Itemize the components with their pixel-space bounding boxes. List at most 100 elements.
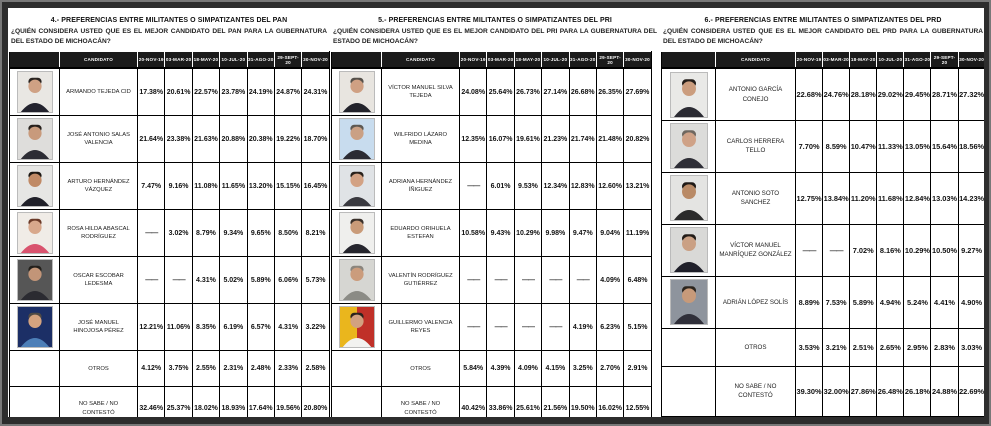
poll-value-cell: 9.04% [595,209,625,258]
table-row: GUILLERMO VALENCIA REYES —— —— —— —— 4.19% 6.2… [331,303,652,352]
person-silhouette-icon [20,78,49,113]
photo-cell [331,162,382,211]
poll-value-cell: 12.83% [568,162,597,211]
photo-column-header [661,51,716,70]
poll-value-cell: 11.19% [623,209,652,258]
candidate-name: VÍCTOR MANUEL MANRÍQUEZ GONZÁLEZ [715,223,796,277]
date-column-header: 30-NOV-20 [301,51,330,70]
poll-value-cell: 2.70% [595,350,625,388]
poll-table: CANDIDATO 20-NOV-19 03-MAR-20 18-MAY-20 10-J… [9,51,330,417]
poll-value-cell: —— [822,223,851,277]
prd-table-title: 6.- PREFERENCIAS ENTRE MILITANTES O SIMP… [704,17,942,24]
table-row: VÍCTOR MANUEL MANRÍQUEZ GONZÁLEZ —— —— 7.02… [661,223,984,277]
poll-value-cell: 11.65% [219,162,248,211]
date-column-header: 20-NOV-19 [136,51,166,70]
photo-cell [9,67,60,117]
poll-value-cell: 12.55% [623,386,652,417]
candidate-photo [16,71,53,114]
poll-value-cell: —— [136,256,166,305]
poll-value-cell: 11.06% [164,303,193,352]
poll-value-cell: —— [513,303,543,352]
photo-cell [9,303,60,352]
table-row: NO SABE / NO CONTESTÓ 39.30% 32.00% 27.86% 2… [661,365,984,417]
poll-value-cell: 33.86% [486,386,515,417]
poll-value-cell: —— [541,256,570,305]
candidate-name: OSCAR ESCOBAR LEDESMA [59,256,138,305]
person-silhouette-icon [20,219,49,254]
poll-value-cell: 8.50% [273,209,303,258]
poll-value-cell: 3.03% [957,327,984,367]
poll-value-cell: 12.34% [541,162,570,211]
candidate-photo [16,118,53,161]
person-silhouette-icon [20,125,49,160]
poll-value-cell: 10.29% [513,209,543,258]
date-column-header: 20-NOV-19 [458,51,488,70]
candidate-photo [16,212,53,255]
photo-cell [331,67,382,117]
poll-value-cell: 7.70% [794,119,824,173]
table-row: ANTONIO GARCÍA CONEJO 22.68% 24.76% 28.18% 2… [661,67,984,121]
date-column-header: 31-AGO-20 [246,51,275,70]
candidate-name: OTROS [715,327,796,367]
poll-value-cell: 4.09% [595,256,625,305]
candidate-name: NO SABE / NO CONTESTÓ [59,386,138,417]
poll-value-cell: 2.31% [219,350,248,388]
pan-poll-table-container: CANDIDATO 20-NOV-19 03-MAR-20 18-MAY-20 10-J… [8,51,330,417]
candidate-photo [338,165,375,208]
document-page: 4.- PREFERENCIAS ENTRE MILITANTES O SIMP… [8,8,984,417]
poll-value-cell: 27.14% [541,67,570,117]
poll-value-cell: 21.56% [541,386,570,417]
poll-value-cell: 24.08% [458,67,488,117]
date-column-header: 18-MAY-20 [513,51,543,70]
photo-cell [9,350,60,388]
poll-value-cell: 4.31% [273,303,303,352]
poll-value-cell: 19.22% [273,115,303,164]
poll-value-cell: 25.61% [513,386,543,417]
poll-value-cell: 18.56% [957,119,984,173]
poll-value-cell: 2.83% [930,327,959,367]
photo-cell [661,275,716,329]
candidate-name: ARTURO HERNÁNDEZ VÁZQUEZ [59,162,138,211]
poll-value-cell: 20.61% [164,67,193,117]
poll-value-cell: 4.41% [930,275,959,329]
prd-question-text: ¿QUIÉN CONSIDERA USTED QUE ES EL MEJOR C… [663,28,983,46]
poll-value-cell: 5.84% [458,350,488,388]
poll-value-cell: 23.38% [164,115,193,164]
poll-value-cell: 2.58% [301,350,330,388]
poll-value-cell: 11.33% [876,119,905,173]
date-column-header: 10-JUL-20 [219,51,248,70]
date-column-header: 29-SEPT-20 [273,51,303,70]
photo-cell [661,171,716,225]
person-silhouette-icon [673,286,704,325]
poll-value-cell: —— [794,223,824,277]
table-row: OTROS 5.84% 4.39% 4.09% 4.15% 3.25% 2.70% 2.91% [331,350,652,388]
candidate-name: ARMANDO TEJEDA CID [59,67,138,117]
table-row: ARTURO HERNÁNDEZ VÁZQUEZ 7.47% 9.16% 11.08%… [9,162,330,211]
poll-value-cell: 12.60% [595,162,625,211]
poll-value-cell: 4.31% [191,256,221,305]
poll-value-cell: 3.25% [568,350,597,388]
poll-value-cell: 3.53% [794,327,824,367]
poll-value-cell: —— [513,256,543,305]
poll-value-cell: 25.37% [164,386,193,417]
photo-cell [331,350,382,388]
table-row: ROSA HILDA ABASCAL RODRÍGUEZ —— 3.02% 8.79%… [9,209,330,258]
poll-value-cell: 19.61% [513,115,543,164]
poll-value-cell: 16.45% [301,162,330,211]
poll-value-cell: 11.68% [876,171,905,225]
poll-value-cell: 13.03% [930,171,959,225]
poll-value-cell: —— [136,209,166,258]
poll-value-cell: 5.15% [623,303,652,352]
poll-value-cell: 20.38% [246,115,275,164]
poll-value-cell: 29.02% [876,67,905,121]
date-column-header: 18-MAY-20 [849,51,878,70]
poll-value-cell: —— [458,162,488,211]
table-row: EDUARDO ORIHUELA ESTEFAN 10.58% 9.43% 10.29… [331,209,652,258]
poll-value-cell: 6.19% [219,303,248,352]
poll-value-cell: 21.74% [568,115,597,164]
photo-cell [331,209,382,258]
poll-value-cell: 12.84% [903,171,932,225]
candidate-photo [338,118,375,161]
poll-value-cell: 18.93% [219,386,248,417]
poll-value-cell: 29.45% [903,67,932,121]
